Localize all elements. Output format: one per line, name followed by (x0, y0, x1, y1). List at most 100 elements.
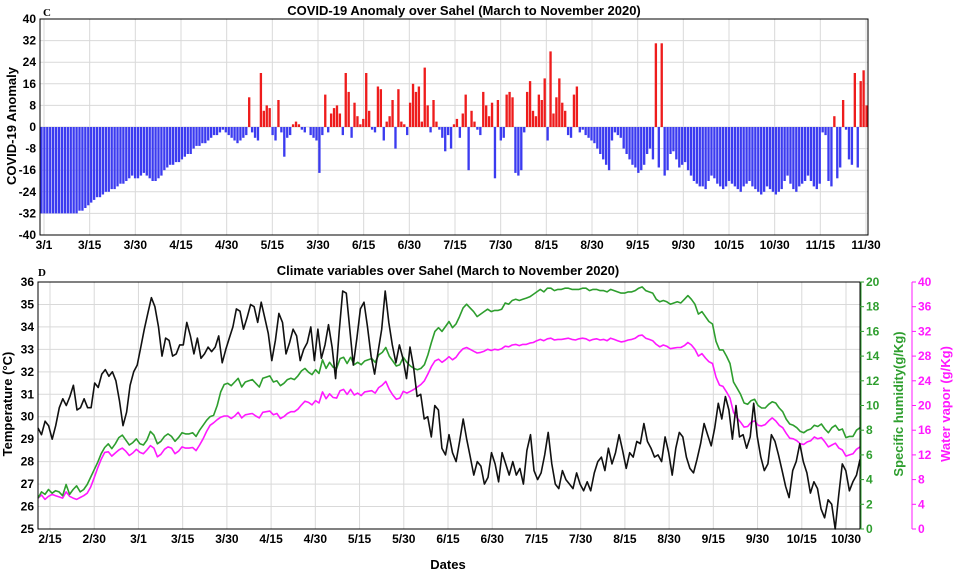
anomaly-bar-positive (417, 86, 421, 127)
anomaly-bar-negative (806, 127, 810, 176)
panel-d-xtick-label: 9/30 (746, 532, 770, 546)
anomaly-bar-negative (523, 127, 526, 133)
anomaly-bar-negative (587, 127, 590, 138)
panel-c-y-ticks: 40 32 24 16 8 0 -8 -16 -24 -32 -40 (19, 12, 37, 242)
panel-c: COVID-19 Anomaly over Sahel (March to No… (4, 3, 881, 252)
anomaly-bar-negative (253, 127, 257, 138)
panel-c-xtick-label: 7/30 (489, 238, 513, 252)
anomaly-bar-negative (847, 127, 851, 160)
panel-d-ylabel-vapor: Water vapor (g/Kg) (938, 346, 953, 462)
anomaly-bar-negative (43, 127, 46, 214)
anomaly-bar-negative (628, 127, 631, 160)
panel-d-xtick-label: 10/15 (787, 532, 817, 546)
anomaly-bar-negative (49, 127, 52, 214)
anomaly-bar-negative (672, 127, 675, 152)
anomaly-bar-negative (438, 127, 441, 130)
anomaly-bar-negative (394, 127, 397, 149)
anomaly-bar-negative (602, 127, 605, 160)
anomaly-bar-negative (207, 127, 210, 141)
panel-c-ytick-label: 16 (23, 77, 37, 91)
panel-c-ytick-label: 0 (29, 120, 36, 134)
anomaly-bar-negative (160, 127, 163, 176)
anomaly-bar-positive (362, 118, 365, 127)
anomaly-bar-negative (836, 127, 839, 179)
panel-d-xtick-label: 5/15 (348, 532, 372, 546)
panel-d-ytick-label: 28 (21, 455, 35, 469)
anomaly-bar-negative (701, 127, 704, 187)
anomaly-bar-negative (288, 127, 292, 136)
panel-d-ytick-humidity-label: 12 (866, 374, 880, 388)
anomaly-bar-negative (783, 127, 786, 181)
panel-c-xtick-label: 7/15 (443, 238, 467, 252)
anomaly-bar-negative (84, 127, 87, 208)
anomaly-bar-negative (128, 127, 131, 179)
panel-d-xtick-label: 6/15 (436, 532, 460, 546)
anomaly-bar-negative (719, 127, 722, 187)
anomaly-bar-negative (625, 127, 628, 154)
anomaly-bar-negative (227, 127, 230, 136)
panel-c-xtick-label: 5/15 (261, 238, 285, 252)
anomaly-bar-negative (95, 127, 99, 198)
panel-c-ytick-label: -24 (19, 185, 37, 199)
panel-d-xlabel: Dates (430, 557, 465, 572)
anomaly-bar-negative (154, 127, 157, 181)
anomaly-bar-negative (619, 127, 622, 138)
anomaly-bar-positive (540, 100, 543, 127)
panel-d-xtick-label: 10/30 (831, 532, 861, 546)
panel-d-ytick-vapor-label: 20 (918, 399, 932, 413)
anomaly-bar-negative (707, 127, 710, 181)
anomaly-bar-negative (303, 127, 306, 133)
anomaly-bar-negative (429, 127, 432, 133)
anomaly-bar-negative (107, 127, 110, 192)
anomaly-bar-negative (110, 127, 113, 190)
anomaly-bar-negative (757, 127, 760, 192)
panel-d-lines (37, 286, 861, 530)
panel-d-ytick-vapor-label: 28 (918, 349, 932, 363)
anomaly-bar-negative (795, 127, 798, 192)
anomaly-bar-negative (250, 127, 254, 133)
anomaly-bar-negative (136, 127, 140, 179)
anomaly-bar-negative (242, 127, 245, 138)
anomaly-bar-negative (493, 127, 497, 179)
panel-d-ytick-humidity-label: 16 (866, 324, 880, 338)
panel-d-ytick-humidity-label: 18 (866, 300, 880, 314)
anomaly-bar-negative (771, 127, 775, 192)
panel-c-title: COVID-19 Anomaly over Sahel (March to No… (287, 3, 641, 18)
anomaly-bar-negative (286, 127, 289, 138)
anomaly-bar-negative (280, 127, 283, 133)
panel-c-xtick-label: 9/30 (672, 238, 696, 252)
panel-d-ytick-vapor-label: 0 (918, 522, 925, 536)
anomaly-bar-positive (324, 94, 327, 127)
panel-d-xtick-label: 7/30 (569, 532, 593, 546)
panel-d-xtick-label: 3/1 (130, 532, 147, 546)
anomaly-bar-negative (233, 127, 236, 141)
anomaly-bar-positive (400, 121, 403, 127)
anomaly-bar-negative (81, 127, 84, 211)
anomaly-bar-negative (692, 127, 696, 181)
panel-d-xtick-label: 5/30 (392, 532, 416, 546)
anomaly-bar-positive (332, 108, 336, 127)
anomaly-bar-negative (640, 127, 643, 171)
anomaly-bar-positive (403, 124, 406, 127)
anomaly-bar-positive (552, 113, 555, 127)
anomaly-bar-negative (215, 127, 219, 136)
anomaly-bar-negative (209, 127, 213, 138)
anomaly-bar-negative (681, 127, 684, 165)
anomaly-bar-negative (476, 127, 479, 130)
anomaly-bar-negative (786, 127, 789, 176)
anomaly-bar-negative (382, 127, 385, 141)
anomaly-bar-negative (768, 127, 772, 190)
anomaly-bar-negative (101, 127, 105, 195)
anomaly-bar-negative (839, 127, 842, 168)
anomaly-bar-positive (537, 94, 541, 127)
anomaly-bar-negative (309, 127, 312, 136)
anomaly-bar-negative (52, 127, 55, 214)
anomaly-bar-negative (142, 127, 146, 173)
anomaly-bar-negative (669, 127, 672, 154)
panel-c-xtick-label: 11/15 (806, 238, 836, 252)
panel-d-ytick-humidity-label: 20 (866, 275, 880, 289)
anomaly-bar-negative (792, 127, 795, 190)
panel-d-xtick-label: 7/15 (525, 532, 549, 546)
anomaly-bar-negative (177, 127, 181, 163)
